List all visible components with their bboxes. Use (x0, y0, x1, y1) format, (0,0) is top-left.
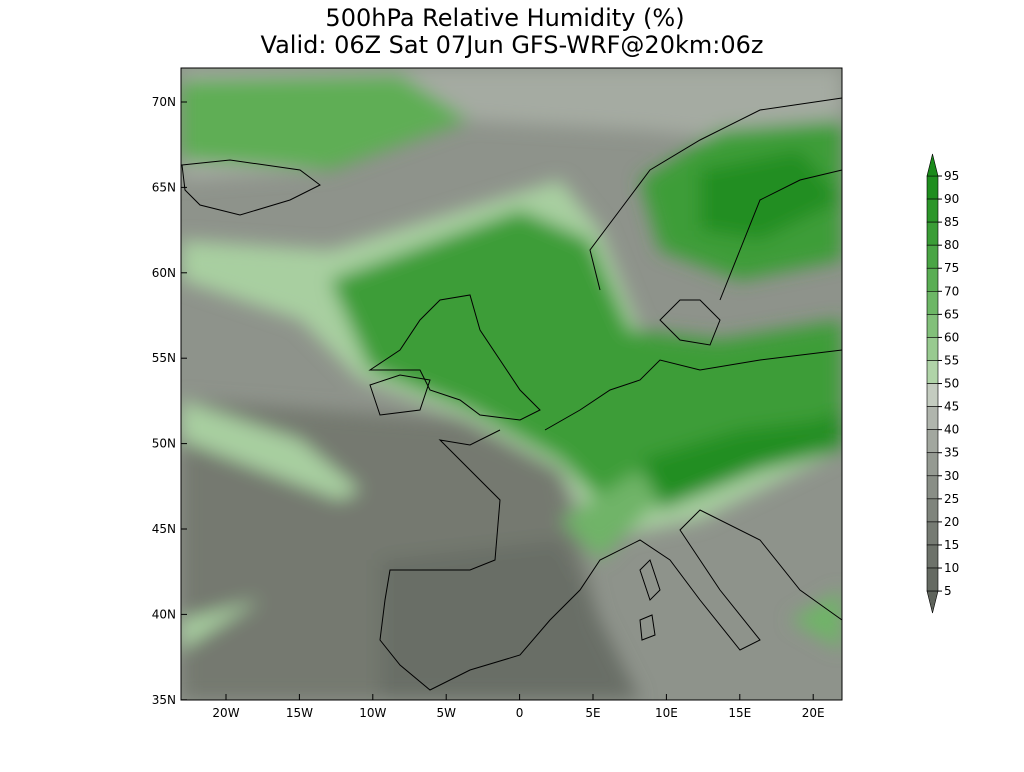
colorbar-label: 80 (944, 238, 959, 252)
colorbar-label: 10 (944, 561, 959, 575)
colorbar-bin (926, 475, 939, 500)
colorbar-label: 65 (944, 307, 959, 321)
y-tick-label: 70N (152, 95, 176, 109)
colorbar-arrow-bottom (926, 590, 939, 614)
colorbar-bin (926, 383, 939, 407)
colorbar-bin (926, 290, 939, 315)
x-tick-label: 0 (516, 706, 524, 720)
colorbar-label: 20 (944, 515, 959, 529)
colorbar-label: 25 (944, 492, 959, 506)
colorbar-label: 75 (944, 261, 959, 275)
title-line2: Valid: 06Z Sat 07Jun GFS-WRF@20km:06z (261, 31, 764, 59)
colorbar-arrow-top (926, 153, 939, 177)
colorbar-label: 95 (944, 169, 959, 183)
y-tick-label: 35N (152, 693, 176, 707)
colorbar-bin (926, 498, 939, 523)
map-frame (180, 67, 843, 701)
colorbar-label: 85 (944, 215, 959, 229)
y-tick-label: 50N (152, 437, 176, 451)
coastlines (181, 97, 843, 691)
y-tick-label: 65N (152, 180, 176, 194)
x-tick-label: 5W (436, 706, 456, 720)
x-tick-label: 5E (585, 706, 600, 720)
colorbar-label: 5 (944, 584, 952, 598)
colorbar-bin (926, 429, 939, 454)
colorbar-label: 50 (944, 377, 959, 391)
colorbar-bin (926, 244, 939, 269)
colorbar-label: 45 (944, 400, 959, 414)
y-tick-label: 60N (152, 266, 176, 280)
colorbar-bin (926, 198, 939, 223)
x-tick-label: 15E (728, 706, 751, 720)
colorbar-label: 55 (944, 353, 959, 367)
colorbar-bin (926, 360, 939, 384)
colorbar-label: 35 (944, 446, 959, 460)
colorbar-label: 15 (944, 538, 959, 552)
colorbar-bin (926, 221, 939, 246)
colorbar-bin (926, 175, 939, 200)
colorbar-label: 90 (944, 192, 959, 206)
colorbar-bin (926, 521, 939, 546)
x-tick-label: 20W (212, 706, 239, 720)
colorbar-bin (926, 314, 939, 338)
colorbar-bin (926, 267, 939, 292)
title-line1: 500hPa Relative Humidity (%) (325, 4, 684, 32)
x-tick-label: 20E (802, 706, 825, 720)
colorbar-bin (926, 337, 939, 361)
humidity-field (181, 68, 842, 700)
x-tick-label: 15W (286, 706, 313, 720)
colorbar-label: 30 (944, 469, 959, 483)
colorbar-label: 60 (944, 330, 959, 344)
x-tick-label: 10E (655, 706, 678, 720)
colorbar-bin (926, 452, 939, 477)
colorbar-bin (926, 544, 939, 569)
y-tick-label: 40N (152, 607, 176, 621)
colorbar-bin (926, 406, 939, 430)
colorbar-label: 70 (944, 284, 959, 298)
x-tick-label: 10W (359, 706, 386, 720)
colorbar-label: 40 (944, 423, 959, 437)
y-tick-label: 55N (152, 351, 176, 365)
y-tick-label: 45N (152, 522, 176, 536)
colorbar-bin (926, 567, 939, 592)
